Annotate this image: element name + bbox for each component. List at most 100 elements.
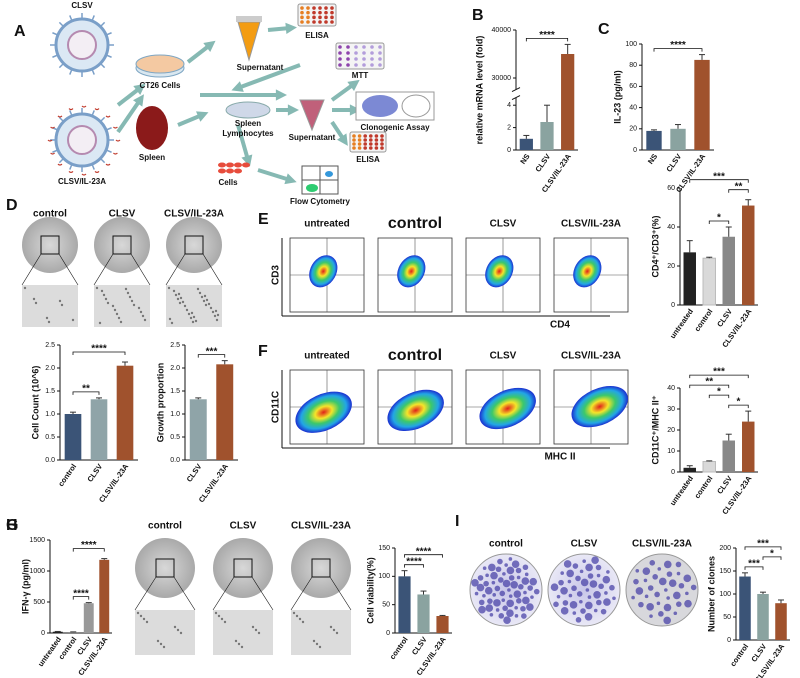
cell-speck — [204, 303, 208, 307]
colony — [508, 575, 515, 581]
well-dot — [300, 6, 304, 10]
dna — [57, 163, 63, 166]
colony — [476, 583, 485, 592]
colony — [522, 596, 530, 605]
colony — [502, 572, 506, 576]
colony — [507, 588, 511, 592]
flow-density — [571, 385, 628, 428]
y-tick-label: 2.5 — [170, 342, 180, 349]
x-tick-label: control — [388, 635, 410, 661]
image-label: CLSV/IL-23A — [164, 209, 224, 220]
cell-speck — [211, 310, 215, 314]
peg — [99, 116, 106, 123]
colony — [666, 596, 670, 600]
colony — [504, 563, 508, 567]
bar — [742, 421, 755, 472]
colony — [596, 599, 602, 606]
well-dot — [363, 134, 368, 138]
y-tick-label: 50 — [723, 614, 731, 621]
colony — [492, 593, 497, 597]
diagram-label: Supernatant — [289, 133, 336, 142]
well-dot — [338, 51, 342, 55]
arrow-head — [337, 133, 348, 146]
significance-bracket — [653, 48, 703, 52]
x-tick-label: CLSV — [664, 152, 683, 174]
y-tick-label: 0 — [727, 637, 731, 644]
significance-label: **** — [406, 556, 422, 567]
cell-speck — [143, 318, 147, 322]
y-tick-label: 4 — [507, 102, 511, 109]
bar — [742, 205, 755, 305]
colony — [572, 611, 577, 615]
axis-label: MHC II — [544, 452, 575, 463]
bar — [540, 122, 554, 150]
arrow — [116, 98, 142, 134]
colony — [511, 560, 520, 568]
bar — [90, 399, 108, 460]
bar — [646, 130, 662, 150]
diagram-label: ELISA — [356, 155, 380, 164]
panel-letter: G — [6, 517, 18, 534]
bar — [561, 54, 575, 150]
colony — [643, 578, 648, 583]
zoom-image — [22, 285, 78, 327]
colony — [658, 611, 664, 617]
zoom-image — [291, 610, 351, 655]
diagram-label: CLSV — [71, 1, 93, 10]
facs-a — [306, 184, 318, 192]
zoom-box — [155, 558, 175, 578]
significance-bracket — [762, 556, 782, 560]
colony — [524, 572, 529, 577]
cell-speck — [223, 620, 227, 624]
significance-bracket — [728, 189, 749, 193]
dna — [68, 108, 74, 111]
y-tick-label: 500 — [33, 599, 45, 606]
significance-label: *** — [206, 346, 218, 357]
peg — [91, 163, 95, 170]
colony — [506, 609, 514, 618]
y-tick-label: 1.0 — [45, 411, 55, 418]
cell-speck — [126, 291, 130, 295]
colony — [593, 590, 601, 599]
colony — [591, 556, 599, 564]
colony — [518, 583, 524, 590]
dna — [112, 126, 118, 129]
well-dot — [380, 146, 384, 150]
colony — [508, 594, 513, 598]
break-mark — [511, 87, 521, 93]
cell-speck — [196, 287, 200, 291]
well-dot — [354, 51, 358, 55]
cell-speck — [183, 304, 187, 308]
arrow — [236, 124, 250, 161]
arrow — [186, 43, 212, 64]
significance-bracket — [689, 179, 749, 183]
plot-label: CLSV/IL-23A — [561, 219, 621, 230]
bar — [694, 59, 710, 150]
y-tick-label: 30000 — [492, 75, 512, 82]
well-dot — [318, 6, 322, 10]
colony — [568, 593, 573, 598]
well-image — [213, 538, 273, 598]
cell-speck — [217, 614, 221, 618]
well-dot — [330, 6, 334, 10]
spleen — [136, 106, 168, 150]
colony — [491, 580, 496, 585]
axis-label: CD11C — [271, 391, 282, 423]
image-label: control — [489, 539, 523, 550]
arrow-head — [285, 22, 297, 35]
peg — [58, 62, 65, 69]
bar — [722, 236, 735, 305]
y-axis-label: CD11C⁺/MHC II⁺ — [650, 395, 660, 464]
colony — [579, 599, 583, 604]
flow-density — [573, 255, 602, 288]
bar — [670, 128, 686, 150]
cell-speck — [205, 298, 209, 302]
well-dot — [346, 63, 350, 67]
y-tick-label: 40 — [629, 104, 637, 111]
zoom-line — [21, 253, 42, 286]
colony — [499, 590, 506, 597]
well-dot — [318, 10, 322, 15]
colony — [631, 595, 635, 600]
colony — [478, 599, 485, 606]
well-dot — [312, 20, 316, 24]
